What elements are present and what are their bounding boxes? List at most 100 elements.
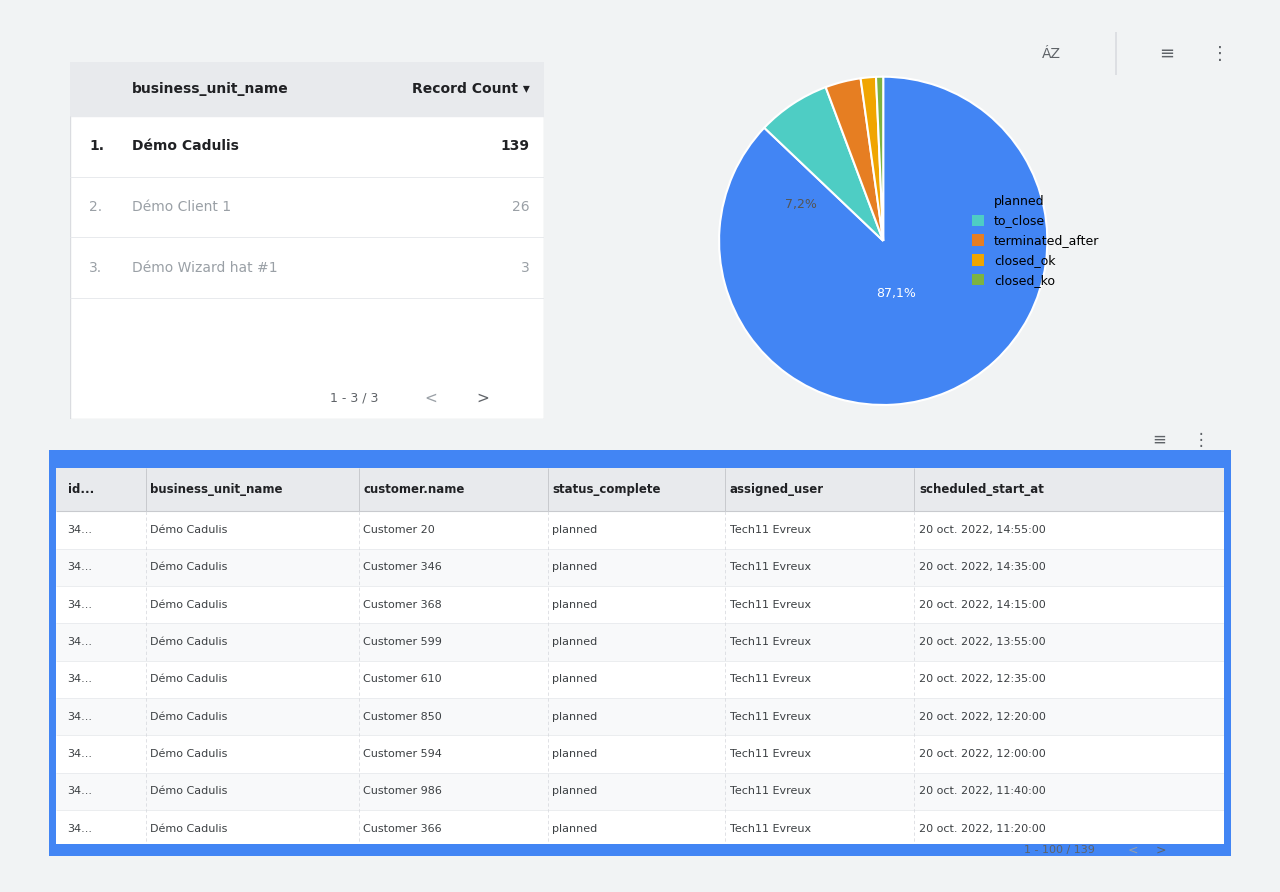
Text: Démo Cadulis: Démo Cadulis [150, 562, 228, 573]
Text: planned: planned [553, 562, 598, 573]
Bar [56, 772, 1224, 810]
Text: ÁZ: ÁZ [1042, 46, 1061, 61]
Text: 34...: 34... [68, 674, 92, 684]
Text: 34...: 34... [68, 599, 92, 610]
Text: Customer 346: Customer 346 [364, 562, 442, 573]
Text: Customer 986: Customer 986 [364, 787, 442, 797]
Text: Tech11 Evreux: Tech11 Evreux [730, 787, 812, 797]
Text: 20 oct. 2022, 14:35:00: 20 oct. 2022, 14:35:00 [919, 562, 1046, 573]
Text: 26: 26 [512, 200, 530, 214]
Text: 139: 139 [500, 139, 530, 153]
Text: 20 oct. 2022, 12:00:00: 20 oct. 2022, 12:00:00 [919, 749, 1046, 759]
Text: ≡: ≡ [1160, 45, 1175, 62]
Text: 1 - 3 / 3: 1 - 3 / 3 [330, 392, 379, 404]
Bar [593, 844, 687, 856]
Text: planned: planned [553, 525, 598, 535]
Text: Démo Cadulis: Démo Cadulis [150, 525, 228, 535]
Text: customer.name: customer.name [364, 483, 465, 496]
Text: 1.: 1. [90, 139, 105, 153]
Text: scheduled_start_at: scheduled_start_at [919, 483, 1044, 496]
Wedge shape [826, 78, 883, 241]
Text: Démo Cadulis: Démo Cadulis [150, 823, 228, 834]
Text: <: < [424, 391, 436, 405]
Text: 1 - 100 / 139: 1 - 100 / 139 [1024, 846, 1096, 855]
Text: Démo Wizard hat #1: Démo Wizard hat #1 [132, 260, 278, 275]
Bar [56, 624, 1224, 661]
Text: 20 oct. 2022, 12:35:00: 20 oct. 2022, 12:35:00 [919, 674, 1046, 684]
Text: planned: planned [553, 823, 598, 834]
Text: 34...: 34... [68, 823, 92, 834]
Text: Tech11 Evreux: Tech11 Evreux [730, 562, 812, 573]
Text: 34...: 34... [68, 787, 92, 797]
Text: 20 oct. 2022, 13:55:00: 20 oct. 2022, 13:55:00 [919, 637, 1046, 647]
Wedge shape [719, 77, 1047, 405]
Text: ⋮: ⋮ [1211, 45, 1229, 62]
Text: Démo Cadulis: Démo Cadulis [150, 674, 228, 684]
Text: 20 oct. 2022, 11:40:00: 20 oct. 2022, 11:40:00 [919, 787, 1046, 797]
Text: Customer 599: Customer 599 [364, 637, 442, 647]
Text: ≡: ≡ [1153, 431, 1166, 449]
Text: Tech11 Evreux: Tech11 Evreux [730, 823, 812, 834]
Text: 20 oct. 2022, 14:55:00: 20 oct. 2022, 14:55:00 [919, 525, 1046, 535]
Text: Customer 20: Customer 20 [364, 525, 435, 535]
Text: Customer 366: Customer 366 [364, 823, 442, 834]
Text: Tech11 Evreux: Tech11 Evreux [730, 674, 812, 684]
Text: 3: 3 [521, 260, 530, 275]
Wedge shape [876, 77, 883, 241]
Text: 34...: 34... [68, 712, 92, 722]
Text: assigned_user: assigned_user [730, 483, 824, 496]
Bar [49, 844, 1231, 856]
Text: Démo Cadulis: Démo Cadulis [150, 749, 228, 759]
Text: Tech11 Evreux: Tech11 Evreux [730, 712, 812, 722]
Text: planned: planned [553, 749, 598, 759]
Text: business_unit_name: business_unit_name [150, 483, 283, 496]
Text: Tech11 Evreux: Tech11 Evreux [730, 749, 812, 759]
Text: Record Count ▾: Record Count ▾ [412, 82, 530, 96]
Text: Tech11 Evreux: Tech11 Evreux [730, 599, 812, 610]
Text: 34...: 34... [68, 525, 92, 535]
Bar [56, 698, 1224, 735]
Text: ⋮: ⋮ [1193, 431, 1210, 449]
Text: >: > [1155, 844, 1166, 856]
Text: 34...: 34... [68, 562, 92, 573]
Text: Démo Cadulis: Démo Cadulis [150, 712, 228, 722]
Text: 2.: 2. [90, 200, 102, 214]
Text: 34...: 34... [68, 749, 92, 759]
Text: Démo Cadulis: Démo Cadulis [150, 787, 228, 797]
Bar [49, 450, 1231, 467]
Text: >: > [476, 391, 489, 405]
Legend: planned, to_close, terminated_after, closed_ok, closed_ko: planned, to_close, terminated_after, clo… [972, 194, 1100, 287]
Bar [56, 467, 1224, 511]
Text: 3.: 3. [90, 260, 102, 275]
Text: Tech11 Evreux: Tech11 Evreux [730, 525, 812, 535]
Text: Tech11 Evreux: Tech11 Evreux [730, 637, 812, 647]
Bar [56, 549, 1224, 586]
Bar [70, 62, 544, 116]
Text: planned: planned [553, 674, 598, 684]
Bar [1224, 450, 1231, 856]
Text: planned: planned [553, 599, 598, 610]
Text: 87,1%: 87,1% [877, 287, 916, 300]
Text: Démo Client 1: Démo Client 1 [132, 200, 232, 214]
Text: Customer 610: Customer 610 [364, 674, 442, 684]
Text: id...: id... [68, 483, 93, 496]
Text: Démo Cadulis: Démo Cadulis [150, 637, 228, 647]
Text: Customer 368: Customer 368 [364, 599, 442, 610]
Wedge shape [860, 77, 883, 241]
Text: Customer 594: Customer 594 [364, 749, 442, 759]
Text: planned: planned [553, 787, 598, 797]
Text: 34...: 34... [68, 637, 92, 647]
Text: 20 oct. 2022, 14:15:00: 20 oct. 2022, 14:15:00 [919, 599, 1046, 610]
Text: <: < [1128, 844, 1138, 856]
Wedge shape [764, 87, 883, 241]
Text: 20 oct. 2022, 11:20:00: 20 oct. 2022, 11:20:00 [919, 823, 1046, 834]
Text: planned: planned [553, 712, 598, 722]
Text: Customer 850: Customer 850 [364, 712, 442, 722]
Text: business_unit_name: business_unit_name [132, 82, 289, 96]
Text: Démo Cadulis: Démo Cadulis [132, 139, 239, 153]
Text: Démo Cadulis: Démo Cadulis [150, 599, 228, 610]
Text: 7,2%: 7,2% [785, 198, 817, 211]
Bar [49, 450, 56, 856]
Text: planned: planned [553, 637, 598, 647]
Text: status_complete: status_complete [553, 483, 660, 496]
